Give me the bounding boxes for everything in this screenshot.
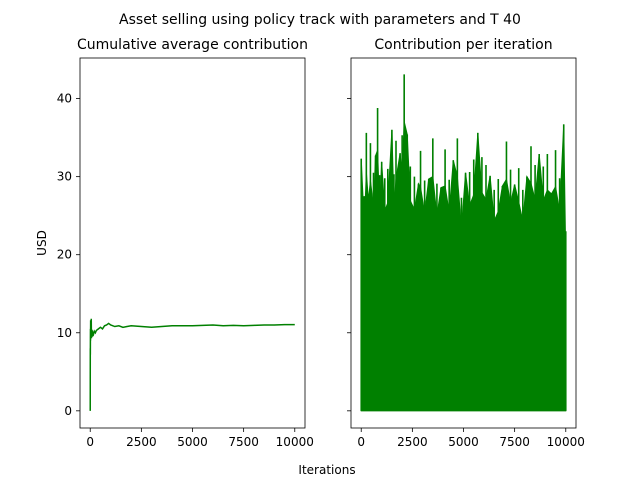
figure-suptitle: Asset selling using policy track with pa… bbox=[119, 12, 521, 28]
left-y-tick-label: 10 bbox=[57, 326, 72, 340]
left-x-tick-label: 10000 bbox=[276, 435, 314, 449]
right-x-tick-label: 0 bbox=[357, 435, 365, 449]
right-plot-area: 0 2500 5000 7500 10000 bbox=[347, 57, 585, 449]
left-y-tick-label: 0 bbox=[64, 404, 72, 418]
left-y-tick-label: 40 bbox=[57, 92, 72, 106]
left-axes: Cumulative average contribution 0 2500 500… bbox=[57, 37, 314, 449]
left-axes-frame bbox=[79, 57, 306, 429]
right-x-tick-label: 2500 bbox=[397, 435, 428, 449]
left-x-tick-label: 2500 bbox=[126, 435, 157, 449]
cumulative-average-line bbox=[89, 318, 295, 411]
left-x-tick-label: 7500 bbox=[228, 435, 259, 449]
left-x-tick-label: 5000 bbox=[177, 435, 208, 449]
right-axes-frame bbox=[350, 57, 577, 429]
left-y-tick-label: 30 bbox=[57, 170, 72, 184]
right-x-tick-label: 5000 bbox=[448, 435, 479, 449]
right-x-tick-label: 7500 bbox=[499, 435, 530, 449]
left-x-tick-label: 0 bbox=[86, 435, 94, 449]
right-axes-title: Contribution per iteration bbox=[374, 37, 552, 53]
left-plot-area: 0 2500 5000 7500 10000 0 10 20 30 40 bbox=[57, 57, 314, 449]
left-axes-title: Cumulative average contribution bbox=[77, 37, 308, 53]
left-y-tick-label: 20 bbox=[57, 248, 72, 262]
right-axes: Contribution per iteration 0 2500 5000 7500… bbox=[347, 37, 585, 449]
y-axis-label: USD bbox=[35, 230, 49, 256]
right-x-tick-label: 10000 bbox=[547, 435, 585, 449]
x-axis-label: Iterations bbox=[298, 463, 355, 477]
